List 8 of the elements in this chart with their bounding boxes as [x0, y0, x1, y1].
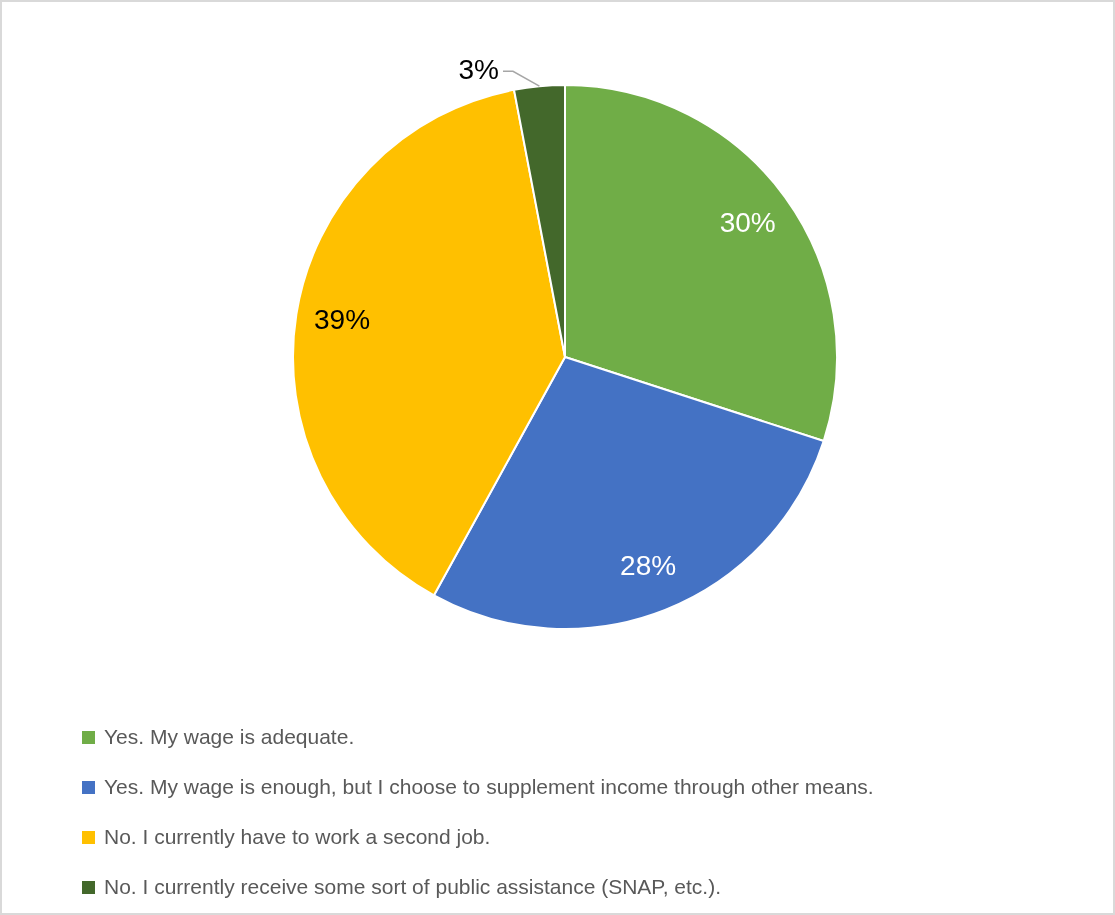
- legend-label: No. I currently have to work a second job.: [104, 825, 491, 849]
- data-label: 28%: [620, 549, 677, 581]
- legend-label: Yes. My wage is adequate.: [104, 725, 355, 749]
- legend-label: Yes. My wage is enough, but I choose to supplement income through other means.: [104, 775, 874, 799]
- legend-label: No. I currently receive some sort of public assistance (SNAP, etc.).: [104, 875, 722, 899]
- data-label: 39%: [314, 304, 371, 336]
- data-label: 3%: [458, 53, 499, 85]
- data-label: 30%: [719, 207, 776, 239]
